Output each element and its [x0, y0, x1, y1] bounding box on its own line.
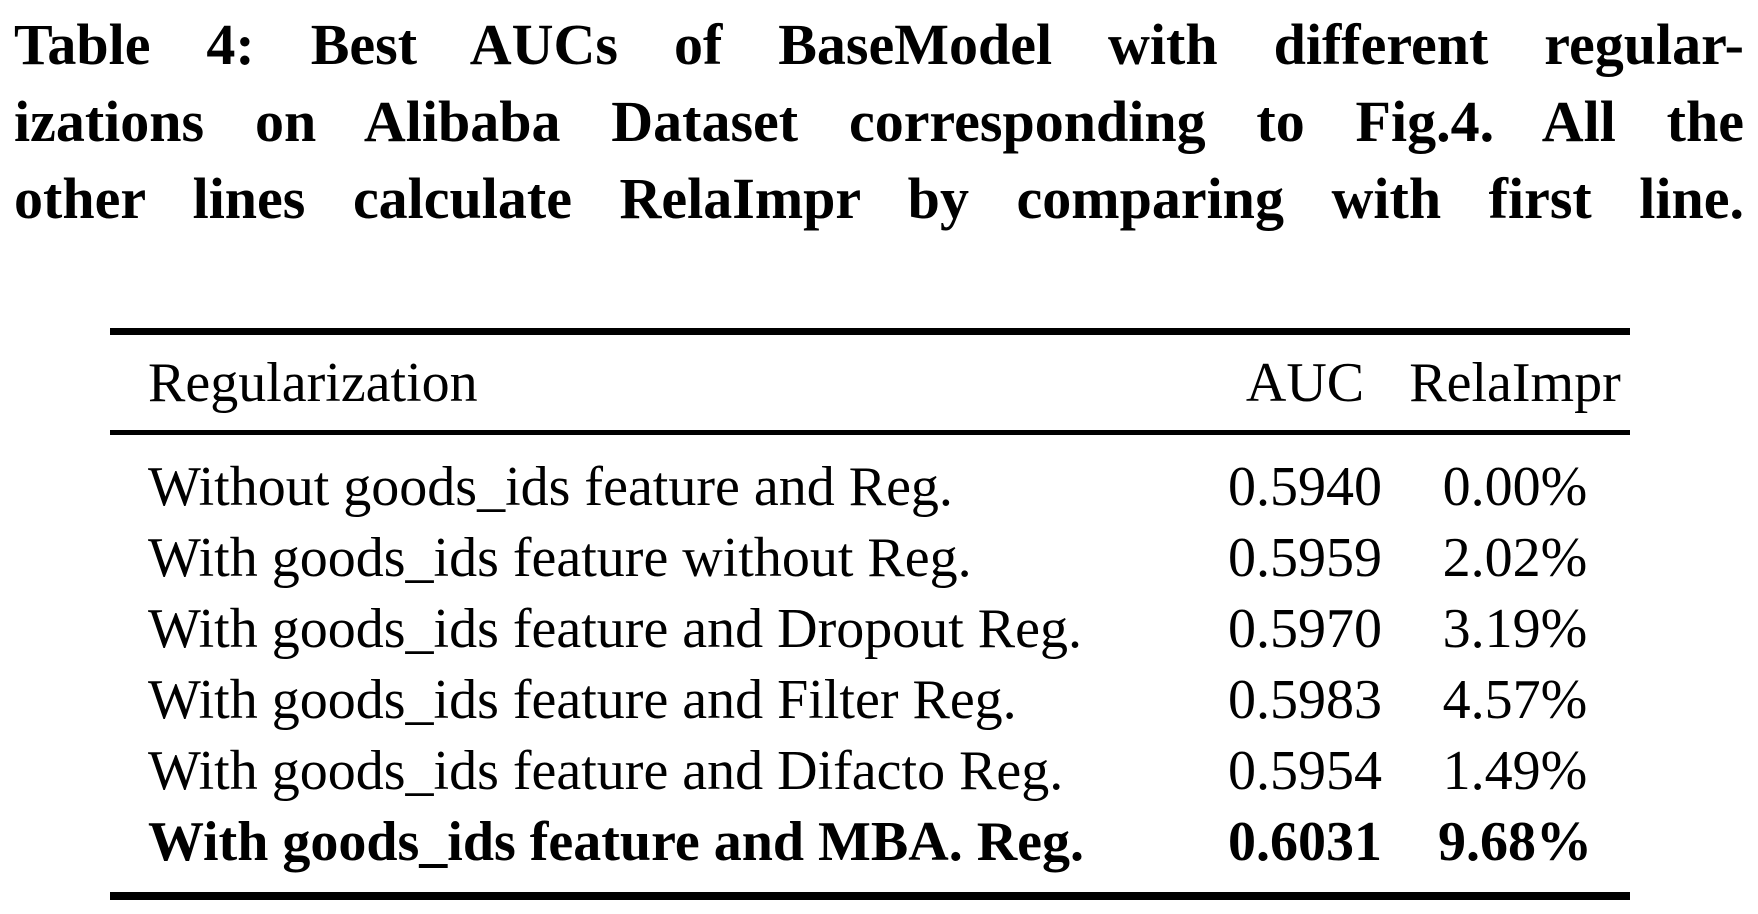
table-caption: Table 4: Best AUCs of BaseModel with dif…	[14, 6, 1744, 237]
caption-line: izations on Alibaba Dataset correspondin…	[14, 89, 1744, 154]
column-header-auc: AUC	[1245, 351, 1365, 414]
caption-line: Table 4: Best AUCs of BaseModel with dif…	[14, 12, 1744, 77]
cell-relaimpr: 2.02%	[1442, 526, 1588, 589]
table-header-row: Regularization AUC RelaImpr	[110, 335, 1630, 430]
cell-relaimpr: 0.00%	[1442, 455, 1588, 518]
table-bottom-rule	[110, 892, 1630, 900]
cell-auc: 0.5983	[1228, 668, 1382, 731]
cell-auc: 0.5940	[1228, 455, 1382, 518]
cell-regularization: With goods_ids feature and Difacto Reg.	[148, 739, 1064, 802]
table-row-highlighted: With goods_ids feature and MBA. Reg. 0.6…	[110, 806, 1630, 877]
results-table: Regularization AUC RelaImpr Without good…	[110, 328, 1630, 900]
table-row: With goods_ids feature without Reg. 0.59…	[110, 522, 1630, 593]
cell-auc: 0.6031	[1228, 810, 1382, 873]
cell-regularization: Without goods_ids feature and Reg.	[148, 455, 953, 518]
table-row: With goods_ids feature and Filter Reg. 0…	[110, 664, 1630, 735]
table-top-rule	[110, 328, 1630, 335]
table-row: With goods_ids feature and Difacto Reg. …	[110, 735, 1630, 806]
cell-auc: 0.5970	[1228, 597, 1382, 660]
cell-auc: 0.5954	[1228, 739, 1382, 802]
column-header-relaimpr: RelaImpr	[1409, 351, 1621, 414]
cell-relaimpr: 4.57%	[1442, 668, 1588, 731]
table-row: With goods_ids feature and Dropout Reg. …	[110, 593, 1630, 664]
cell-relaimpr: 3.19%	[1442, 597, 1588, 660]
cell-auc: 0.5959	[1228, 526, 1382, 589]
table-body: Without goods_ids feature and Reg. 0.594…	[110, 435, 1630, 892]
table-row: Without goods_ids feature and Reg. 0.594…	[110, 451, 1630, 522]
cell-relaimpr: 9.68%	[1438, 810, 1592, 873]
cell-relaimpr: 1.49%	[1442, 739, 1588, 802]
cell-regularization: With goods_ids feature without Reg.	[148, 526, 972, 589]
caption-line: other lines calculate RelaImpr by compar…	[14, 166, 1744, 231]
column-header-regularization: Regularization	[148, 351, 478, 414]
cell-regularization: With goods_ids feature and MBA. Reg.	[148, 810, 1085, 873]
table-mid-rule	[110, 430, 1630, 435]
cell-regularization: With goods_ids feature and Dropout Reg.	[148, 597, 1083, 660]
cell-regularization: With goods_ids feature and Filter Reg.	[148, 668, 1017, 731]
